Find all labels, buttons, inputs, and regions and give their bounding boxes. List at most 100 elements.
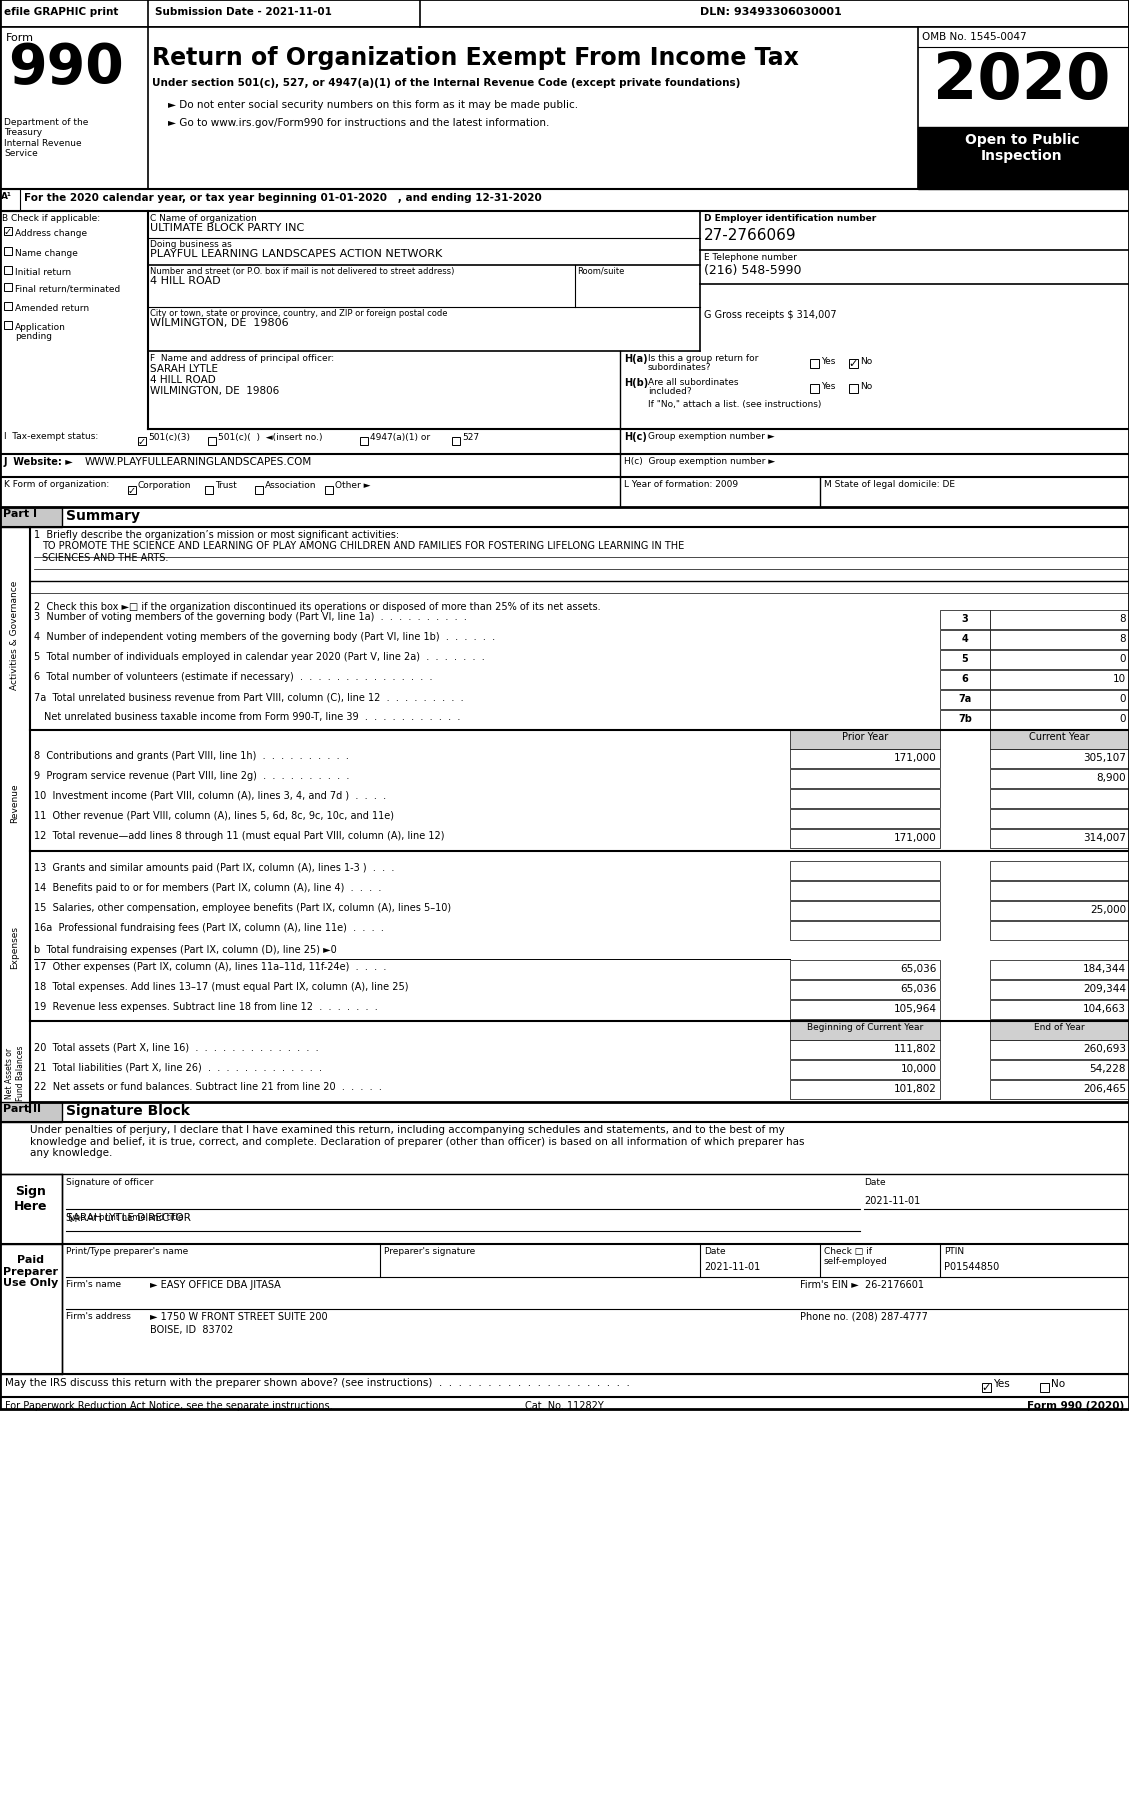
Text: Phone no. (208) 287-4777: Phone no. (208) 287-4777 — [800, 1312, 928, 1321]
Text: 12  Total revenue—add lines 8 through 11 (must equal Part VIII, column (A), line: 12 Total revenue—add lines 8 through 11 … — [34, 831, 445, 840]
Text: 18  Total expenses. Add lines 13–17 (must equal Part IX, column (A), line 25): 18 Total expenses. Add lines 13–17 (must… — [34, 981, 409, 992]
Bar — [208, 437, 216, 446]
Bar — [790, 770, 940, 788]
Text: Summary: Summary — [65, 510, 140, 522]
Text: SARAH LYTLE: SARAH LYTLE — [150, 363, 218, 374]
Bar — [990, 1021, 1129, 1041]
Bar — [990, 882, 1129, 900]
Text: 305,107: 305,107 — [1083, 752, 1126, 763]
Text: 20  Total assets (Part X, line 16)  .  .  .  .  .  .  .  .  .  .  .  .  .  .: 20 Total assets (Part X, line 16) . . . … — [34, 1041, 318, 1052]
Bar — [990, 1061, 1129, 1079]
Bar — [990, 770, 1129, 788]
Bar — [205, 486, 213, 495]
Bar — [790, 750, 940, 768]
Bar — [990, 1081, 1129, 1099]
Text: 5  Total number of individuals employed in calendar year 2020 (Part V, line 2a) : 5 Total number of individuals employed i… — [34, 652, 484, 661]
Bar — [990, 611, 1129, 629]
Text: M State of legal domicile: DE: M State of legal domicile: DE — [824, 479, 955, 488]
Bar — [990, 981, 1129, 999]
Text: TO PROMOTE THE SCIENCE AND LEARNING OF PLAY AMONG CHILDREN AND FAMILIES FOR FOST: TO PROMOTE THE SCIENCE AND LEARNING OF P… — [42, 540, 684, 562]
Bar — [325, 486, 333, 495]
Bar — [790, 810, 940, 829]
Bar — [940, 651, 990, 670]
Text: 2020: 2020 — [934, 51, 1111, 112]
Text: 21  Total liabilities (Part X, line 26)  .  .  .  .  .  .  .  .  .  .  .  .  .: 21 Total liabilities (Part X, line 26) .… — [34, 1061, 322, 1072]
Text: Department of the
Treasury
Internal Revenue
Service: Department of the Treasury Internal Reve… — [5, 117, 88, 159]
Text: If "No," attach a list. (see instructions): If "No," attach a list. (see instruction… — [648, 399, 822, 408]
Text: Trust: Trust — [215, 481, 237, 490]
Text: Initial return: Initial return — [15, 267, 71, 276]
Bar — [0, 0, 1129, 27]
Text: 19  Revenue less expenses. Subtract line 18 from line 12  .  .  .  .  .  .  .: 19 Revenue less expenses. Subtract line … — [34, 1001, 378, 1012]
Text: H(c)  Group exemption number ►: H(c) Group exemption number ► — [624, 457, 776, 466]
Bar — [849, 385, 858, 394]
Text: 2021-11-01: 2021-11-01 — [864, 1196, 920, 1205]
Text: 15  Salaries, other compensation, employee benefits (Part IX, column (A), lines : 15 Salaries, other compensation, employe… — [34, 902, 452, 913]
Bar — [5, 322, 12, 331]
Text: Revenue: Revenue — [10, 782, 19, 822]
Bar — [128, 486, 135, 495]
Text: 65,036: 65,036 — [901, 983, 937, 994]
Bar — [0, 190, 20, 211]
Bar — [0, 1175, 62, 1245]
Text: included?: included? — [648, 387, 692, 396]
Text: A¹: A¹ — [1, 192, 12, 201]
Text: ✓: ✓ — [128, 486, 137, 495]
Bar — [809, 360, 819, 369]
Text: 4 HILL ROAD: 4 HILL ROAD — [150, 374, 216, 385]
Bar — [990, 750, 1129, 768]
Text: H(b): H(b) — [624, 378, 648, 389]
Text: Part II: Part II — [3, 1104, 41, 1113]
Text: ► Go to www.irs.gov/Form990 for instructions and the latest information.: ► Go to www.irs.gov/Form990 for instruct… — [168, 117, 550, 128]
Text: Under section 501(c), 527, or 4947(a)(1) of the Internal Revenue Code (except pr: Under section 501(c), 527, or 4947(a)(1)… — [152, 78, 741, 89]
Text: 5: 5 — [962, 654, 969, 663]
Bar — [990, 862, 1129, 880]
Bar — [5, 284, 12, 293]
Bar — [990, 670, 1129, 690]
Bar — [790, 1081, 940, 1099]
Text: Yes: Yes — [821, 381, 835, 390]
Bar — [990, 790, 1129, 808]
Text: 8: 8 — [1119, 614, 1126, 623]
Text: 105,964: 105,964 — [894, 1003, 937, 1014]
Text: D Employer identification number: D Employer identification number — [704, 213, 876, 222]
Text: 22  Net assets or fund balances. Subtract line 21 from line 20  .  .  .  .  .: 22 Net assets or fund balances. Subtract… — [34, 1081, 382, 1091]
Text: For Paperwork Reduction Act Notice, see the separate instructions.: For Paperwork Reduction Act Notice, see … — [5, 1400, 333, 1409]
Text: 314,007: 314,007 — [1083, 833, 1126, 842]
Text: 4: 4 — [962, 634, 969, 643]
Text: 3: 3 — [962, 614, 969, 623]
Text: 501(c)(  )  ◄(insert no.): 501(c)( ) ◄(insert no.) — [218, 432, 323, 441]
Text: Application: Application — [15, 323, 65, 332]
Text: Date: Date — [704, 1247, 726, 1256]
Text: OMB No. 1545-0047: OMB No. 1545-0047 — [922, 33, 1026, 42]
Text: F  Name and address of principal officer:: F Name and address of principal officer: — [150, 354, 334, 363]
Text: 17  Other expenses (Part IX, column (A), lines 11a–11d, 11f-24e)  .  .  .  .: 17 Other expenses (Part IX, column (A), … — [34, 961, 386, 972]
Text: No: No — [1051, 1379, 1065, 1388]
Text: Beginning of Current Year: Beginning of Current Year — [807, 1023, 924, 1032]
Text: 27-2766069: 27-2766069 — [704, 228, 797, 242]
Bar — [940, 710, 990, 730]
Bar — [790, 1061, 940, 1079]
Text: 14  Benefits paid to or for members (Part IX, column (A), line 4)  .  .  .  .: 14 Benefits paid to or for members (Part… — [34, 882, 382, 893]
Text: I  Tax-exempt status:: I Tax-exempt status: — [5, 432, 98, 441]
Text: Activities & Governance: Activities & Governance — [10, 580, 19, 688]
Text: b  Total fundraising expenses (Part IX, column (D), line 25) ►0: b Total fundraising expenses (Part IX, c… — [34, 945, 336, 954]
Text: 4 HILL ROAD: 4 HILL ROAD — [150, 276, 220, 286]
Text: Firm's name: Firm's name — [65, 1279, 121, 1288]
Text: No: No — [860, 381, 873, 390]
Bar — [990, 1041, 1129, 1059]
Bar — [790, 981, 940, 999]
Text: C Name of organization: C Name of organization — [150, 213, 256, 222]
Text: Paid
Preparer
Use Only: Paid Preparer Use Only — [3, 1254, 59, 1287]
Bar — [138, 437, 146, 446]
Text: ✓: ✓ — [849, 360, 858, 369]
Text: 6  Total number of volunteers (estimate if necessary)  .  .  .  .  .  .  .  .  .: 6 Total number of volunteers (estimate i… — [34, 672, 432, 681]
Text: End of Year: End of Year — [1034, 1023, 1085, 1032]
Text: Open to Public
Inspection: Open to Public Inspection — [964, 134, 1079, 163]
Text: 10: 10 — [1113, 674, 1126, 683]
Text: WILMINGTON, DE  19806: WILMINGTON, DE 19806 — [150, 385, 279, 396]
Bar — [790, 829, 940, 849]
Bar — [990, 651, 1129, 670]
Text: 25,000: 25,000 — [1089, 905, 1126, 914]
Text: 16a  Professional fundraising fees (Part IX, column (A), line 11e)  .  .  .  .: 16a Professional fundraising fees (Part … — [34, 923, 384, 932]
